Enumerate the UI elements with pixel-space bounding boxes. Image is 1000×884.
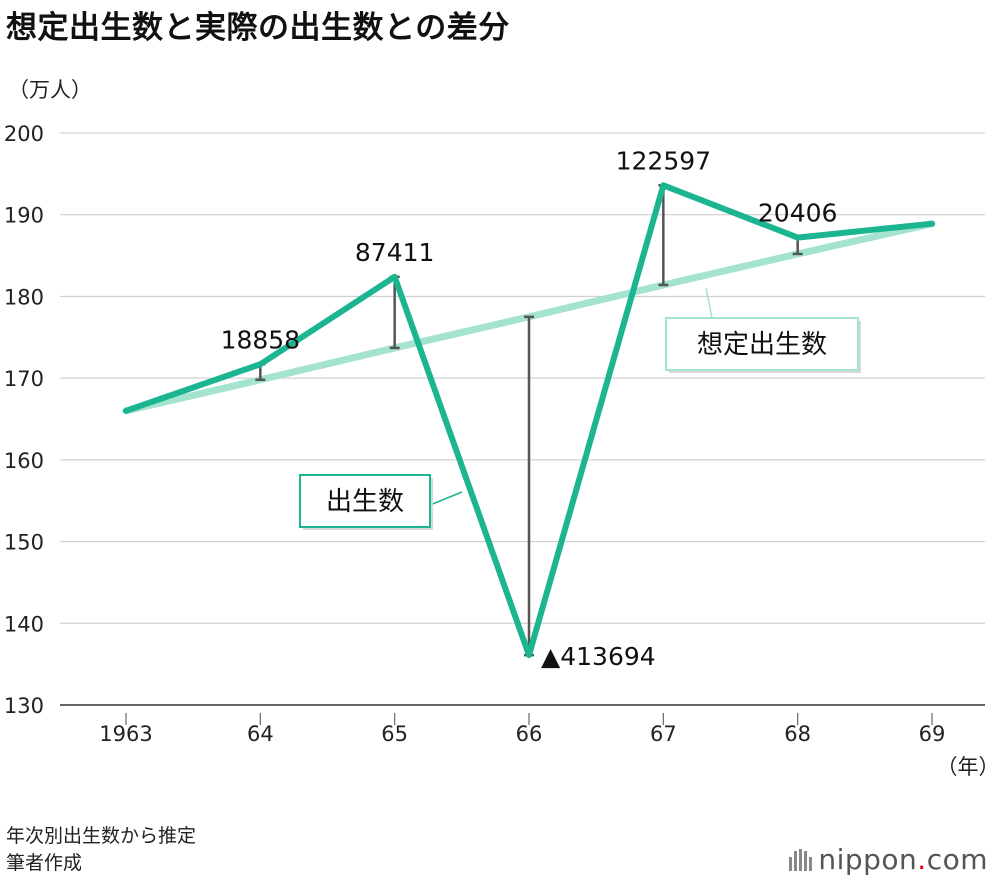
difference-label: 20406: [758, 199, 838, 228]
y-tick-label: 130: [4, 694, 44, 718]
chart-title: 想定出生数と実際の出生数との差分: [6, 10, 510, 46]
difference-label: 87411: [355, 238, 435, 267]
callout-expected: 想定出生数: [665, 287, 861, 373]
line-chart: 130 140 150 160 170 180 190 200 1963 64 65 66 67 68 6…: [4, 122, 1000, 779]
x-tick-label: 64: [247, 722, 274, 746]
y-tick-label: 160: [4, 449, 44, 473]
y-tick-label: 170: [4, 367, 44, 391]
difference-label: 122597: [616, 146, 711, 175]
y-tick-label: 190: [4, 204, 44, 228]
grid-lines: [60, 132, 985, 706]
brand-logo: nippon.com: [789, 843, 988, 876]
callout-leader: [429, 491, 463, 506]
difference-labels: 18858 87411 ▲413694 122597 20406: [221, 146, 838, 671]
source-line: 年次別出生数から推定: [6, 825, 197, 847]
callout-label: 出生数: [326, 487, 404, 517]
actual-series: [123, 182, 935, 659]
x-tick-label: 66: [516, 722, 543, 746]
difference-bars: [255, 184, 803, 657]
callout-actual: 出生数: [299, 474, 463, 530]
callout-box: [665, 317, 859, 371]
x-tick-label: 67: [650, 722, 677, 746]
difference-label: 18858: [221, 325, 301, 354]
y-tick-label: 140: [4, 612, 44, 636]
x-tick-label: 69: [919, 722, 946, 746]
nippon-mark-icon: [789, 848, 813, 871]
y-tick-label: 200: [4, 122, 44, 146]
series-callouts: 出生数 想定出生数: [299, 287, 861, 530]
difference-label: ▲413694: [541, 642, 656, 671]
callout-label: 想定出生数: [697, 330, 827, 360]
brand-name: nippon.com: [818, 843, 988, 876]
y-axis-unit: （万人）: [8, 78, 92, 102]
x-tick-label: 65: [381, 722, 408, 746]
actual-line: [123, 182, 935, 659]
y-tick-label: 150: [4, 531, 44, 555]
x-tick-label: 68: [784, 722, 811, 746]
callout-box: [299, 474, 431, 528]
y-tick-label: 180: [4, 285, 44, 309]
source-note: 年次別出生数から推定 筆者作成: [6, 823, 196, 877]
x-axis: 1963 64 65 66 67 68 69: [99, 713, 945, 746]
x-tick-label: 1963: [99, 722, 152, 746]
y-axis-ticks: 130 140 150 160 170 180 190 200: [4, 122, 44, 718]
x-axis-unit: （年）: [937, 755, 1000, 779]
author-line: 筆者作成: [6, 852, 83, 874]
callout-leader: [705, 287, 713, 319]
